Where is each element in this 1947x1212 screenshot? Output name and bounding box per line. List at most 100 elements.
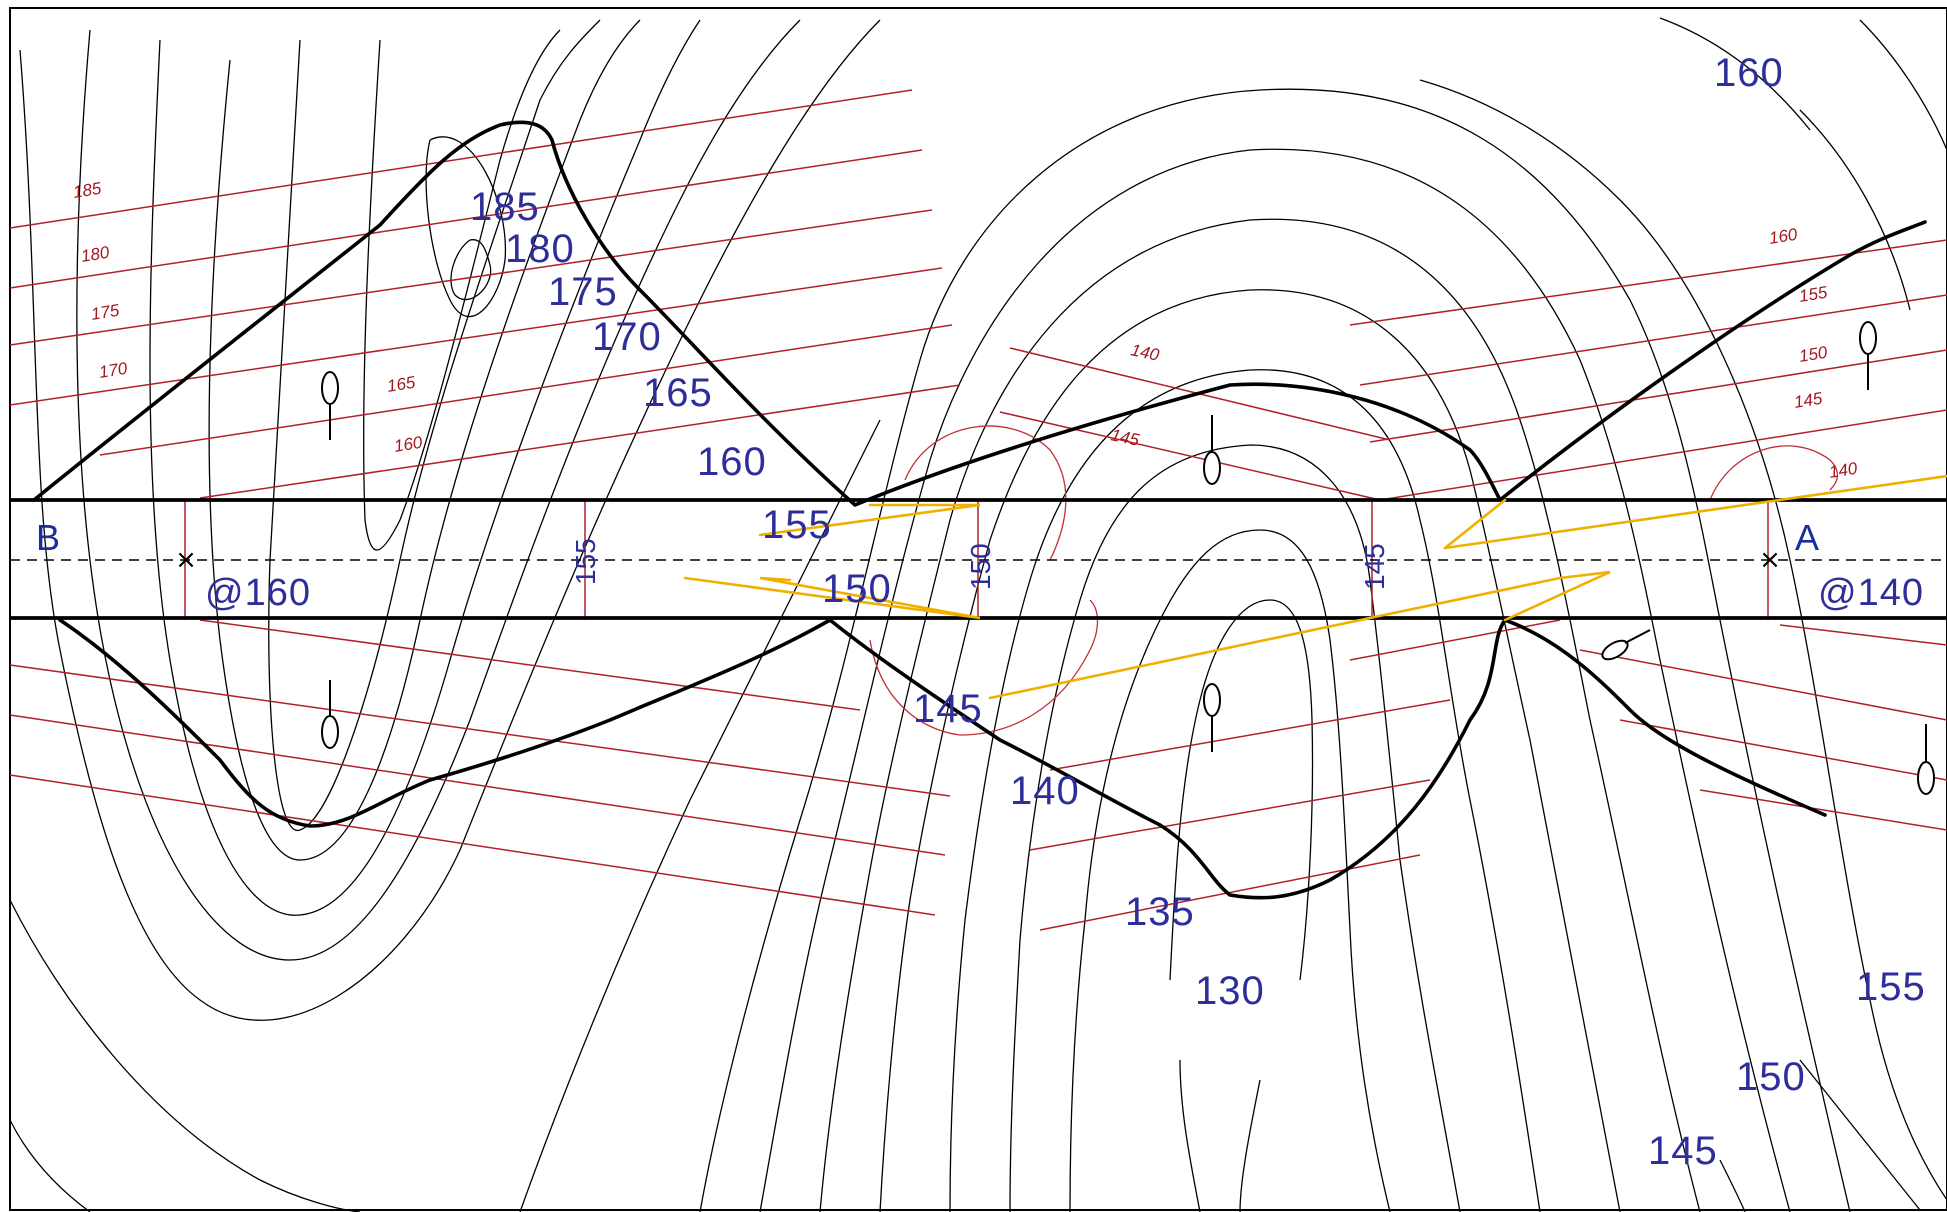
contour-line	[425, 136, 507, 317]
hatch-lines-middle	[999, 239, 1947, 501]
hatch-line	[1579, 649, 1947, 721]
station-label: 150	[965, 543, 996, 590]
fold-lines	[683, 474, 1947, 700]
contour-label: 165	[643, 371, 713, 415]
well-markers	[321, 321, 1935, 795]
hatch-line	[1039, 854, 1421, 931]
well-icon	[1601, 629, 1651, 661]
hatch-line	[9, 714, 946, 856]
section-elevation-right: @140	[1818, 572, 1924, 614]
hatch-line	[99, 324, 953, 456]
contour-label: 145	[913, 687, 983, 731]
contour-label: 160	[697, 440, 767, 484]
contour-line	[699, 88, 1851, 1212]
contour-label: 140	[1010, 769, 1080, 813]
contour-line	[1859, 19, 1947, 151]
hatch-lines-middle-lower	[1029, 619, 1561, 931]
contour-label: 180	[505, 227, 575, 271]
section-end-right-label: A	[1795, 517, 1819, 558]
well-icon	[1917, 724, 1935, 795]
hatch-label: 185	[72, 179, 104, 202]
profile-line-lower	[58, 618, 1827, 900]
contour-line	[9, 899, 361, 1212]
station-label: 145	[1359, 543, 1390, 590]
hatch-line	[1699, 789, 1947, 831]
contour-line	[9, 1119, 91, 1212]
hatch-label: 165	[386, 373, 418, 396]
red-arc	[869, 599, 1099, 736]
contour-lines	[9, 17, 1947, 1212]
contour-line	[519, 419, 881, 1212]
hatch-label: 140	[1129, 340, 1161, 365]
contour-line	[759, 148, 1791, 1212]
contour-line	[208, 19, 641, 861]
contour-line	[1659, 17, 1811, 131]
station-labels: 155 150 145	[570, 538, 1390, 590]
hatch-line	[9, 267, 943, 406]
hatch-line	[999, 411, 1381, 501]
fold-line	[988, 570, 1611, 700]
hatch-label: 170	[98, 359, 130, 382]
hatch-lines-lower-left	[9, 619, 951, 916]
well-icon	[321, 680, 339, 749]
hatch-line	[1029, 779, 1431, 851]
contour-label: 135	[1125, 890, 1195, 934]
hatch-label: 140	[1828, 459, 1860, 482]
contour-label: 155	[762, 503, 832, 547]
well-icon	[1859, 321, 1877, 390]
hatch-line	[1349, 239, 1947, 326]
fold-line	[1443, 498, 1507, 550]
hatch-line	[9, 209, 933, 346]
hatch-line	[9, 89, 913, 229]
station-marker: ×	[1759, 545, 1781, 575]
hatch-label: 145	[1109, 425, 1141, 450]
contour-line	[268, 19, 601, 831]
contour-labels: 185 180 175 170 165 160 155 150 145 140 …	[470, 51, 1926, 1173]
hatch-line	[9, 664, 951, 797]
hatch-label: 155	[1798, 283, 1830, 306]
contour-label: 150	[1736, 1055, 1806, 1099]
contour-label: 160	[1714, 51, 1784, 95]
contour-label: 155	[1856, 965, 1926, 1009]
section-elevation-left: @160	[205, 572, 311, 614]
well-icon	[1203, 683, 1221, 752]
hatch-label: 175	[90, 301, 122, 324]
section-end-left-label: B	[36, 517, 60, 558]
profile-line-upper	[32, 120, 1927, 507]
contour-line	[1169, 599, 1314, 981]
hatch-line	[1049, 699, 1451, 771]
contour-line	[949, 369, 1541, 1212]
hatch-label: 160	[1768, 225, 1800, 248]
contour-line	[1419, 79, 1947, 1201]
hatch-line	[1369, 349, 1947, 443]
hatch-line	[199, 619, 861, 711]
well-icon	[321, 371, 339, 440]
contour-line	[76, 19, 801, 961]
contour-line	[1179, 1059, 1201, 1212]
contour-line	[1719, 1159, 1746, 1212]
contour-label: 185	[470, 185, 540, 229]
contour-label: 145	[1648, 1129, 1718, 1173]
contour-line	[450, 239, 492, 301]
contour-line	[363, 29, 561, 551]
contour-line	[149, 19, 701, 916]
contour-line	[1009, 444, 1461, 1212]
red-arc	[1709, 445, 1839, 501]
hatch-line	[1379, 409, 1947, 501]
hatch-lines-lower-right	[1579, 624, 1947, 831]
hatch-line	[9, 149, 923, 289]
fold-line	[1443, 474, 1947, 550]
hatch-line	[199, 384, 961, 499]
red-arc	[904, 425, 1067, 561]
hatch-lines-upper-left	[9, 89, 961, 499]
hatch-label: 150	[1798, 343, 1830, 366]
hatch-labels: 185 180 175 170 165 160 140 145 160 155 …	[72, 179, 1860, 482]
hatch-line	[1779, 624, 1947, 646]
hatch-label: 180	[80, 243, 112, 266]
contour-label: 175	[548, 270, 618, 314]
contour-line	[879, 289, 1621, 1212]
hatch-label: 160	[393, 433, 425, 456]
fold-line	[758, 503, 981, 537]
